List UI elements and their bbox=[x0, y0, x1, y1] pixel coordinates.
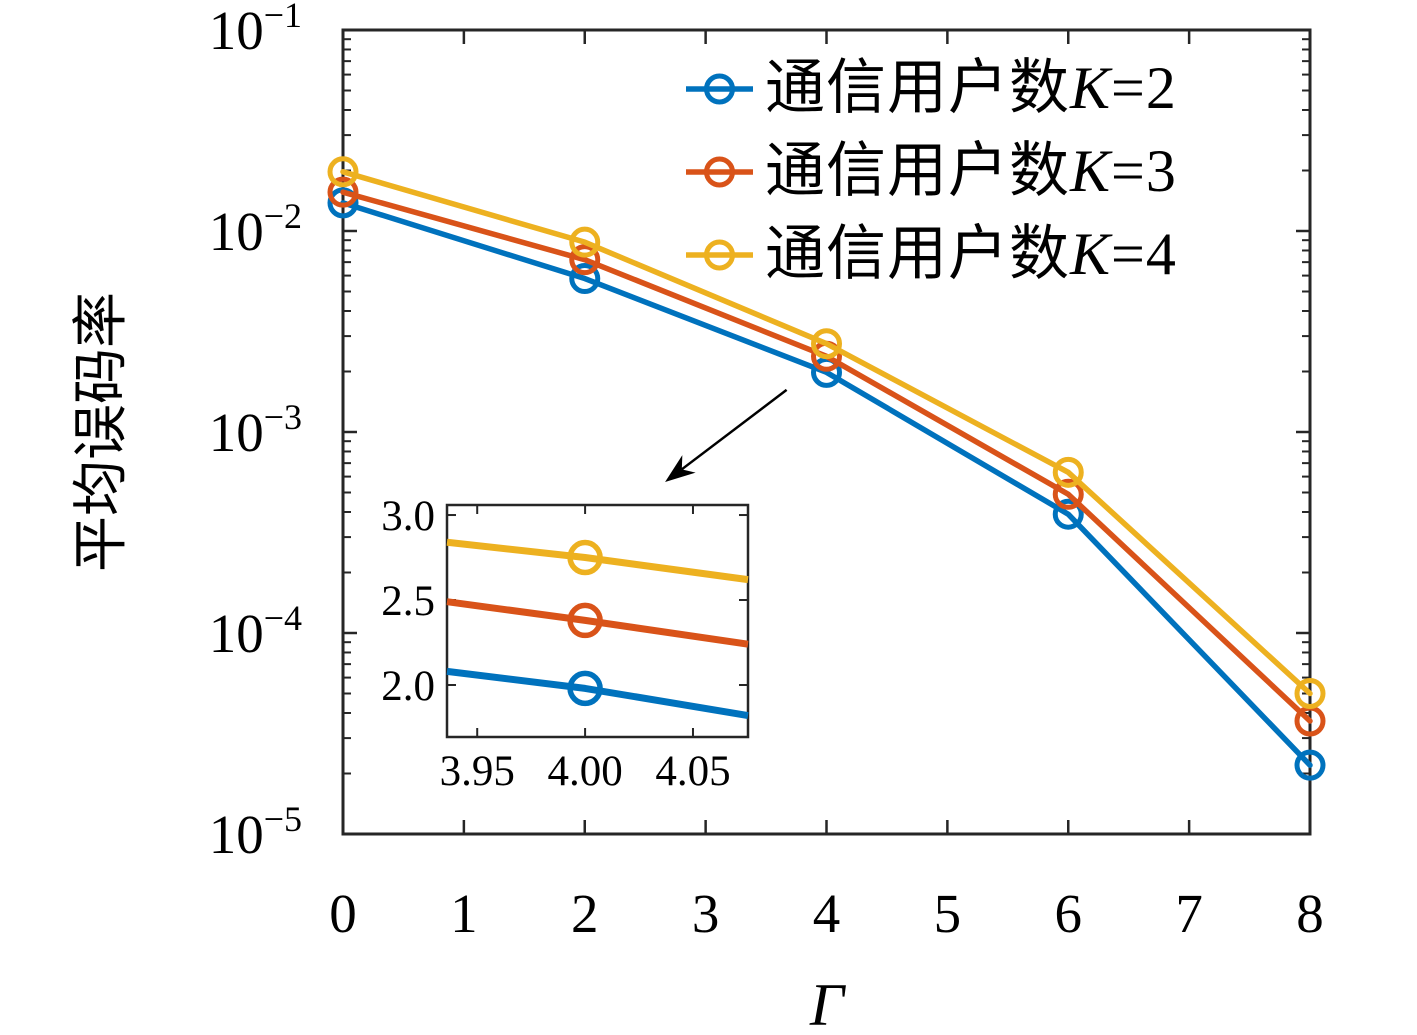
x-tick-label: 7 bbox=[1175, 883, 1203, 944]
inset-data-marker-K2 bbox=[567, 670, 603, 707]
annotation-arrow bbox=[665, 388, 788, 482]
legend-label: 通信用户数K=2 bbox=[765, 55, 1177, 121]
x-tick-label: 8 bbox=[1296, 883, 1324, 944]
y-tick-base: 10 bbox=[209, 0, 264, 61]
y-tick-label: 10−3 bbox=[209, 397, 302, 463]
series-line-4 bbox=[340, 169, 1313, 697]
inset-x-tick-label: 4.05 bbox=[655, 748, 730, 795]
inset-y-tick-label: 2.5 bbox=[381, 578, 435, 625]
data-marker-K2 bbox=[569, 263, 601, 295]
x-tick-label: 5 bbox=[934, 883, 962, 944]
arrow-head bbox=[665, 455, 696, 482]
legend-label-prefix: 通信用户数 bbox=[765, 221, 1070, 287]
legend-label: 通信用户数K=3 bbox=[765, 138, 1177, 204]
y-tick-base: 10 bbox=[209, 603, 264, 664]
y-tick-base: 10 bbox=[209, 804, 264, 865]
legend-label-value: =3 bbox=[1111, 138, 1177, 204]
series-line-2 bbox=[340, 200, 1313, 768]
x-tick-label: 2 bbox=[571, 883, 599, 944]
legend-label: 通信用户数K=4 bbox=[765, 221, 1177, 287]
tick-labels: 0 1 2 3 4 5 6 7 810−110−210−310−410−5 bbox=[209, 0, 1324, 944]
y-tick-base: 10 bbox=[209, 402, 264, 463]
x-tick-label: 3 bbox=[692, 883, 720, 944]
data-marker-K4 bbox=[569, 226, 601, 258]
legend-entry: 通信用户数K=3 bbox=[686, 138, 1177, 204]
legend-marker-sample bbox=[704, 156, 735, 188]
inset-y-tick-label: 2.0 bbox=[381, 663, 435, 710]
inset-data-marker-K4 bbox=[567, 539, 603, 576]
inset-series-line-K2 bbox=[446, 667, 749, 720]
inset-plot: 3.95 4.00 4.05 2.0 2.5 3.0 bbox=[381, 493, 750, 795]
main-axes bbox=[341, 28, 1312, 836]
legend-label-variable: K bbox=[1069, 55, 1113, 121]
y-tick-exponent: −5 bbox=[264, 799, 302, 839]
data-marker-K4 bbox=[811, 328, 842, 360]
inset-series-line-K4 bbox=[446, 538, 749, 584]
legend-label-prefix: 通信用户数 bbox=[765, 55, 1070, 121]
data-marker-K2 bbox=[1052, 498, 1084, 530]
inset-series-line-K3 bbox=[446, 598, 749, 648]
y-tick-exponent: −4 bbox=[264, 598, 302, 638]
x-axis-label: Γ bbox=[809, 972, 847, 1035]
inset-x-tick-label: 3.95 bbox=[440, 748, 515, 795]
data-marker-K2 bbox=[1294, 749, 1326, 781]
data-marker-K3 bbox=[1052, 478, 1084, 510]
inset-x-tick-label: 4.00 bbox=[547, 748, 622, 795]
legend-entry: 通信用户数K=4 bbox=[686, 221, 1177, 287]
legend-marker-sample bbox=[704, 239, 735, 271]
y-tick-base: 10 bbox=[209, 201, 264, 262]
series-lines bbox=[327, 156, 1326, 781]
legend-label-variable: K bbox=[1069, 138, 1113, 204]
legend-label-value: =2 bbox=[1111, 55, 1177, 121]
y-tick-label: 10−4 bbox=[209, 598, 302, 664]
data-marker-K3 bbox=[569, 244, 601, 276]
inset-data-marker-K3 bbox=[567, 602, 603, 639]
data-marker-K4 bbox=[1294, 678, 1326, 710]
data-marker-K4 bbox=[1052, 456, 1084, 488]
x-tick-label: 4 bbox=[813, 883, 841, 944]
data-marker-K4 bbox=[327, 156, 359, 188]
x-tick-label: 1 bbox=[450, 883, 478, 944]
legend-label-prefix: 通信用户数 bbox=[765, 138, 1070, 204]
y-tick-exponent: −2 bbox=[264, 196, 302, 236]
legend-marker-sample bbox=[704, 73, 735, 105]
y-tick-exponent: −3 bbox=[264, 397, 302, 437]
inset-y-tick-label: 3.0 bbox=[381, 493, 435, 540]
x-tick-label: 0 bbox=[329, 883, 357, 944]
legend-entry: 通信用户数K=2 bbox=[686, 55, 1177, 121]
y-tick-label: 10−2 bbox=[209, 196, 302, 262]
y-axis-label: 平均误码率 bbox=[71, 292, 133, 572]
y-tick-label: 10−1 bbox=[209, 0, 302, 61]
legend-label-variable: K bbox=[1069, 221, 1113, 287]
y-tick-exponent: −1 bbox=[264, 0, 302, 35]
y-tick-label: 10−5 bbox=[209, 799, 302, 865]
x-tick-label: 6 bbox=[1055, 883, 1083, 944]
data-marker-K3 bbox=[327, 176, 359, 208]
arrow-shaft bbox=[681, 388, 788, 471]
legend-label-value: =4 bbox=[1111, 221, 1177, 287]
